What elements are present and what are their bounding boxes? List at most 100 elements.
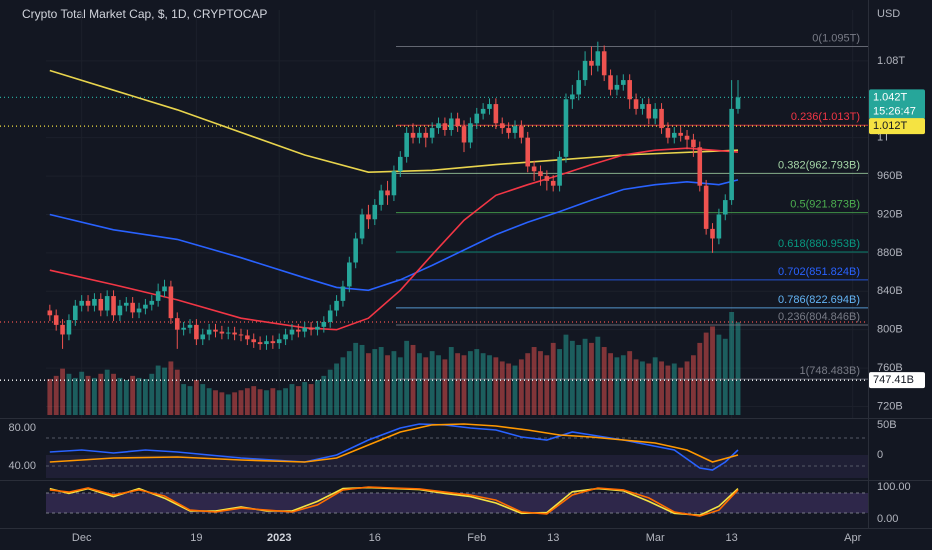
volume-bar — [225, 394, 231, 415]
candle-body — [378, 190, 384, 205]
candle-body — [225, 332, 231, 334]
chart-title: Crypto Total Market Cap, $, 1D, CRYPTOCA… — [22, 7, 267, 21]
volume-bar — [232, 392, 238, 415]
volume-bar — [703, 332, 709, 415]
candle-body — [621, 80, 626, 85]
volume-bar — [174, 369, 180, 415]
volume-bar — [98, 373, 104, 415]
volume-bar — [162, 367, 167, 415]
volume-bar — [92, 377, 97, 415]
candle-body — [461, 126, 467, 143]
volume-bar — [525, 353, 531, 415]
volume-bar — [544, 355, 550, 415]
candle-body — [104, 296, 110, 311]
volume-bar — [85, 375, 91, 415]
volume-bar — [576, 344, 582, 415]
candle-body — [480, 108, 486, 114]
candle-body — [531, 166, 537, 172]
candle-body — [60, 324, 65, 335]
candle-body — [194, 324, 199, 340]
candle-body — [347, 262, 352, 287]
candle-body — [570, 94, 575, 100]
candle-body — [589, 60, 594, 66]
volume-bar — [416, 353, 422, 415]
volume-bar — [563, 334, 569, 415]
candle-body — [321, 322, 327, 327]
candle-body — [143, 304, 148, 309]
indicator-line — [49, 486, 739, 517]
candle-body — [429, 128, 435, 138]
candle-body — [499, 123, 505, 129]
candle-body — [436, 123, 441, 129]
candle-body — [735, 97, 741, 109]
indicator-tick-label: 40.00 — [8, 460, 36, 472]
volume-bar — [72, 377, 78, 415]
candle-body — [640, 104, 645, 109]
volume-bar — [47, 378, 53, 415]
candle-body — [187, 324, 193, 328]
candle-body — [557, 156, 562, 186]
candle-body — [174, 318, 180, 330]
volume-bar — [308, 384, 314, 415]
currency-label: USD — [877, 8, 900, 20]
indicator-band — [46, 493, 868, 513]
candle-body — [448, 118, 454, 130]
volume-bar — [187, 386, 193, 415]
price-label: 1.012T — [873, 120, 908, 132]
candle-body — [238, 334, 244, 336]
candle-body — [652, 108, 658, 119]
volume-bar — [569, 340, 575, 415]
volume-bar — [506, 363, 512, 415]
volume-bar — [264, 390, 269, 415]
fib-label: 0(1.095T) — [812, 32, 860, 44]
candle-body — [487, 104, 492, 109]
candle-body — [117, 305, 123, 316]
x-tick-label: 16 — [369, 532, 381, 544]
candle-body — [646, 104, 652, 119]
volume-bar — [53, 375, 59, 415]
volume-bar — [442, 359, 448, 415]
y-tick-label: 960B — [877, 170, 903, 182]
volume-bar — [276, 390, 282, 415]
volume-bar — [251, 386, 257, 415]
volume-bar — [193, 379, 199, 415]
volume-bar — [716, 334, 722, 415]
volume-bar — [391, 351, 397, 415]
candle-body — [563, 99, 569, 157]
volume-bar — [366, 353, 371, 415]
candle-body — [276, 339, 282, 344]
x-tick-label: 2023 — [267, 532, 291, 544]
candle-body — [703, 185, 709, 229]
moving-average — [49, 69, 739, 174]
candle-body — [245, 335, 250, 340]
volume-bar — [200, 384, 206, 415]
y-tick-label: 720B — [877, 400, 903, 412]
volume-bar — [181, 384, 187, 415]
candle-body — [550, 180, 556, 186]
candle-body — [130, 302, 135, 313]
volume-bar — [66, 373, 72, 415]
volume-bar — [690, 355, 696, 415]
volume-bar — [684, 361, 690, 415]
candle-body — [665, 128, 671, 138]
candle-body — [162, 286, 167, 292]
candle-body — [633, 99, 639, 109]
volume-bar — [499, 361, 505, 415]
indicator-tick-label: 100.00 — [877, 481, 911, 493]
volume-bar — [512, 365, 518, 415]
volume-bar — [538, 351, 543, 415]
candle-body — [219, 331, 225, 334]
candle-body — [710, 228, 715, 239]
volume-bar — [640, 361, 645, 415]
price-label: 1.042T — [873, 91, 908, 103]
volume-bar — [518, 359, 524, 415]
volume-bar — [79, 371, 85, 415]
indicator-tick-label: 0.00 — [877, 513, 898, 525]
y-tick-label: 800B — [877, 324, 903, 336]
candle-body — [474, 113, 480, 124]
volume-bar — [130, 375, 136, 415]
y-tick-label: 840B — [877, 285, 903, 297]
candle-body — [595, 51, 601, 66]
volume-bar — [302, 382, 308, 415]
candle-body — [155, 291, 161, 301]
